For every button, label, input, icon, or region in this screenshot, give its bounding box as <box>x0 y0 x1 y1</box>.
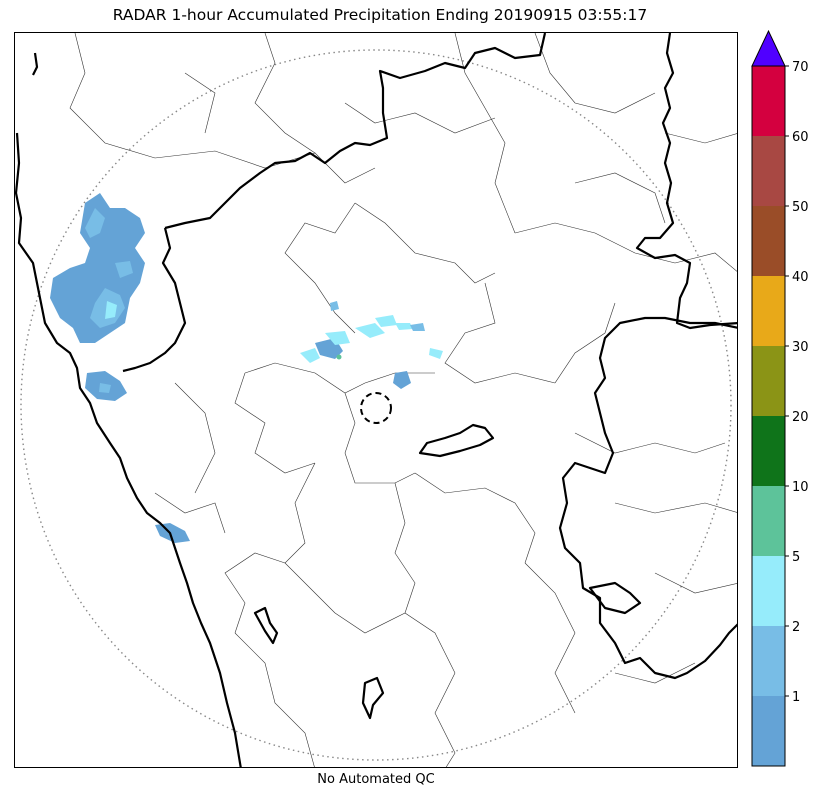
enclave-boundary <box>418 423 495 458</box>
precipitation-echoes <box>50 193 443 543</box>
colorbar-tick-label: 30 <box>792 340 809 355</box>
colorbar-level-3 <box>752 486 785 556</box>
colorbar-tick-label: 40 <box>792 270 809 285</box>
colorbar-tick-label: 70 <box>792 60 809 75</box>
state-boundaries <box>15 33 737 767</box>
radar-site-marker <box>360 392 392 424</box>
precip-cells-central <box>300 348 320 363</box>
coastal-islet <box>32 52 39 76</box>
map-title: RADAR 1-hour Accumulated Precipitation E… <box>112 6 648 24</box>
colorbar-level-0 <box>752 696 785 766</box>
radar-range-ring <box>20 49 732 761</box>
colorbar-level-1 <box>752 626 785 696</box>
colorbar-tick-label: 10 <box>792 480 809 495</box>
precipitation-colorbar: 1 2 5 10 20 30 40 50 60 70 <box>751 29 809 767</box>
colorbar-level-5 <box>752 346 785 416</box>
colorbar-tick-label: 1 <box>792 690 800 705</box>
colorbar-tick-label: 5 <box>792 550 800 565</box>
district-boundaries <box>69 33 737 767</box>
colorbar-level-7 <box>752 206 785 276</box>
qc-footer: No Automated QC <box>317 772 435 787</box>
colorbar-level-8 <box>752 136 785 206</box>
colorbar-tick-label: 60 <box>792 130 809 145</box>
colorbar-level-6 <box>752 276 785 346</box>
enclave-east <box>588 581 642 615</box>
radar-map[interactable] <box>14 32 738 768</box>
colorbar-level-2 <box>752 556 785 626</box>
colorbar-tick-label: 2 <box>792 620 800 635</box>
colorbar-level-4 <box>752 416 785 486</box>
colorbar-over-arrow <box>751 29 786 67</box>
colorbar-tick-label: 50 <box>792 200 809 215</box>
colorbar-level-9 <box>752 66 785 136</box>
enclave-south-2 <box>361 676 385 720</box>
colorbar-tick-label: 20 <box>792 410 809 425</box>
enclave-south <box>253 606 279 645</box>
